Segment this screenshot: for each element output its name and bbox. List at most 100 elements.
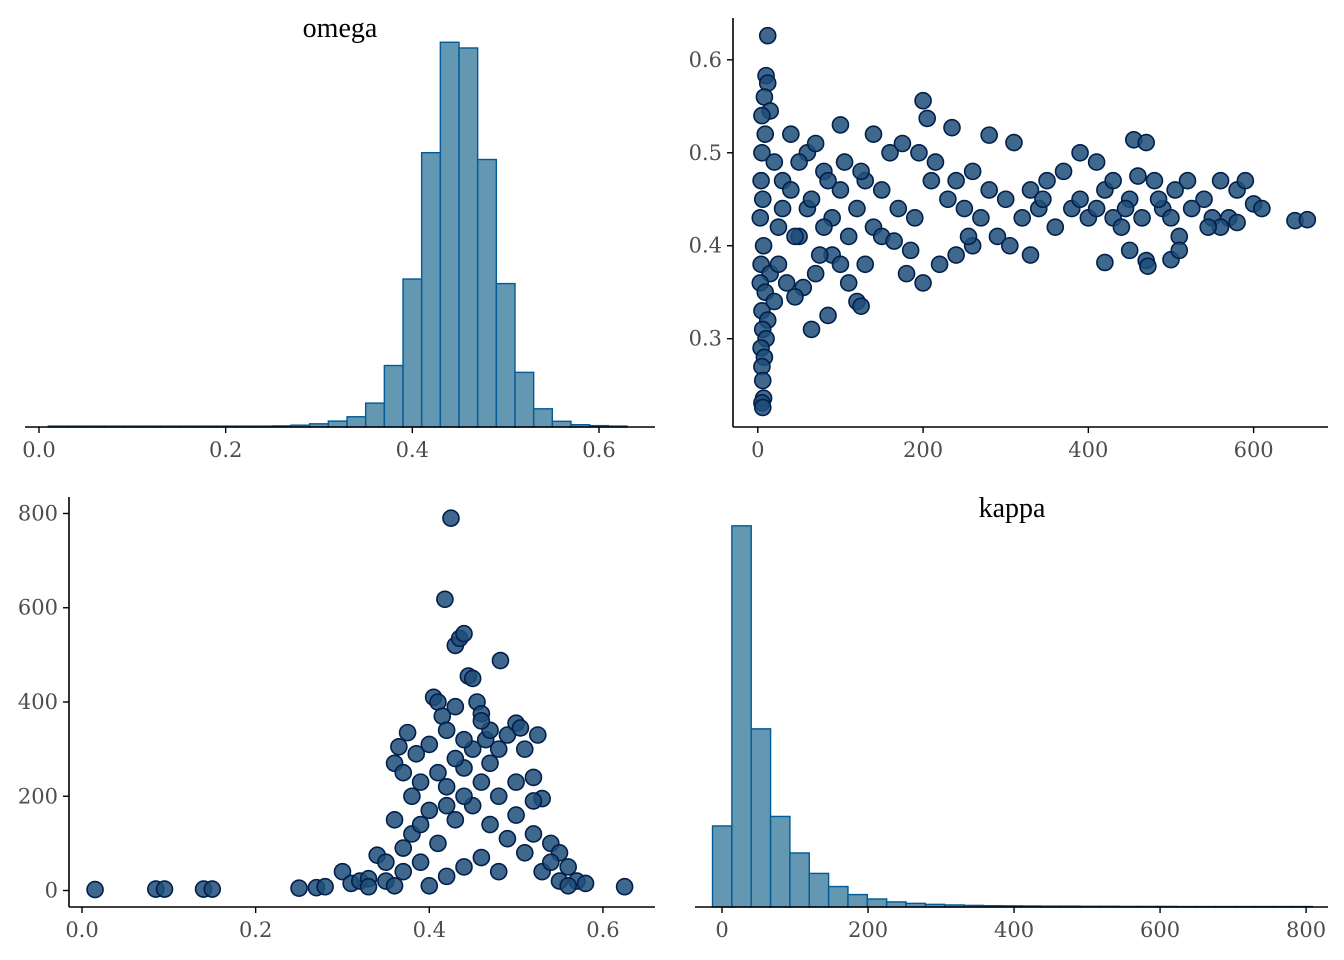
scatter-point (852, 162, 870, 181)
histogram-bar (383, 364, 404, 428)
scatter-point (398, 723, 417, 742)
x-tick-label: 600 (1140, 918, 1180, 942)
y-tick-label: 800 (18, 501, 58, 525)
scatter-point (455, 858, 473, 876)
scatter-point (914, 274, 932, 292)
scatter-point (491, 651, 510, 670)
scatter-point (889, 199, 908, 218)
x-tick-label: 400 (994, 918, 1034, 942)
scatter-point (947, 171, 965, 190)
scatter-point (1112, 218, 1131, 236)
scatter-point (926, 153, 945, 171)
histogram-bar (750, 728, 772, 908)
scatter-point (753, 106, 771, 125)
scatter-point (831, 255, 850, 274)
scatter-point (910, 143, 928, 162)
kappa-histogram-panel: kappa 0 200 400 600 800 (695, 493, 1328, 942)
scatter-point (930, 255, 949, 274)
scatter-point (1005, 133, 1023, 152)
scatter-point (819, 306, 837, 325)
scatter-point (839, 274, 858, 292)
scatter-point (769, 255, 788, 274)
scatter-point (411, 853, 430, 872)
scatter-point (835, 153, 854, 171)
histogram-bar (789, 852, 810, 908)
x-tick-label: 0 (715, 918, 728, 942)
histogram-bar (514, 371, 535, 428)
histogram-bar (439, 41, 460, 428)
scatter-point (1133, 209, 1151, 227)
scatter-point (758, 26, 777, 45)
scatter-point (489, 740, 508, 758)
scatter-point (782, 181, 800, 199)
scatter-point (507, 806, 525, 824)
scatter-point (996, 190, 1015, 209)
scatter-point (810, 246, 829, 264)
scatter-point (1021, 246, 1040, 264)
histogram-bar (808, 872, 830, 908)
scatter-point (856, 255, 875, 274)
scatter-point (394, 763, 413, 782)
scatter-point (802, 320, 821, 339)
scatter-point (1137, 133, 1155, 152)
scatter-point (1236, 171, 1255, 190)
x-tick-label: 0.6 (586, 918, 619, 942)
x-tick-label: 0.6 (582, 438, 615, 462)
scatter-point (1182, 199, 1201, 218)
omega-title: omega (303, 13, 378, 44)
scatter-point (753, 190, 772, 209)
scatter-point (773, 199, 792, 218)
scatter-point (481, 754, 499, 773)
scatter-point (463, 669, 482, 688)
scatter-point (786, 288, 804, 306)
x-tick-label: 0.4 (413, 918, 446, 942)
scatter-point (1145, 171, 1164, 190)
scatter-point (615, 877, 634, 896)
kappa-omega-scatter-panel: 0 200 400 600 0.3 0.4 0.5 0.6 (689, 18, 1328, 462)
scatter-point (1139, 257, 1157, 275)
histogram-bar (711, 825, 733, 908)
scatter-point (489, 787, 508, 806)
scatter-point (753, 143, 771, 162)
scatter-point (769, 218, 788, 236)
scatter-point (901, 241, 920, 260)
x-tick-label: 200 (903, 438, 943, 462)
scatter-point (819, 171, 837, 190)
scatter-point (1001, 236, 1019, 255)
scatter-point (1178, 171, 1197, 190)
histogram-bar (532, 408, 554, 428)
scatter-point (333, 862, 352, 881)
scatter-point (498, 829, 517, 848)
y-tick-label: 0.3 (689, 327, 722, 351)
scatter-point (524, 792, 543, 810)
y-tick-label: 0.4 (689, 234, 722, 258)
x-tick-label: 800 (1286, 918, 1326, 942)
scatter-point (765, 292, 784, 311)
scatter-point (524, 825, 543, 843)
scatter-point (407, 745, 426, 763)
scatter-point (831, 181, 850, 199)
scatter-point (481, 815, 499, 834)
scatter-point (1096, 253, 1114, 272)
scatter-point (802, 190, 821, 209)
y-tick-label: 600 (18, 596, 58, 620)
histogram-bar (346, 416, 367, 428)
scatter-point (959, 227, 978, 246)
scatter-point (943, 118, 961, 137)
histogram-bar (731, 525, 752, 908)
scatter-point (528, 726, 547, 744)
scatter-point (437, 778, 456, 796)
scatter-point (864, 125, 883, 143)
omega-kappa-scatter-panel: 0.0 0.2 0.4 0.6 0 200 400 600 800 (18, 497, 655, 942)
scatter-point (155, 880, 174, 898)
x-tick-label: 0.0 (65, 918, 98, 942)
scatter-point (511, 719, 530, 737)
scatter-point (815, 218, 833, 236)
scatter-point (455, 787, 473, 806)
scatter-point (1149, 190, 1168, 209)
histogram-bar (827, 885, 849, 908)
scatter-point (893, 134, 912, 153)
x-tick-label: 0.2 (239, 918, 272, 942)
scatter-point (1013, 209, 1032, 227)
